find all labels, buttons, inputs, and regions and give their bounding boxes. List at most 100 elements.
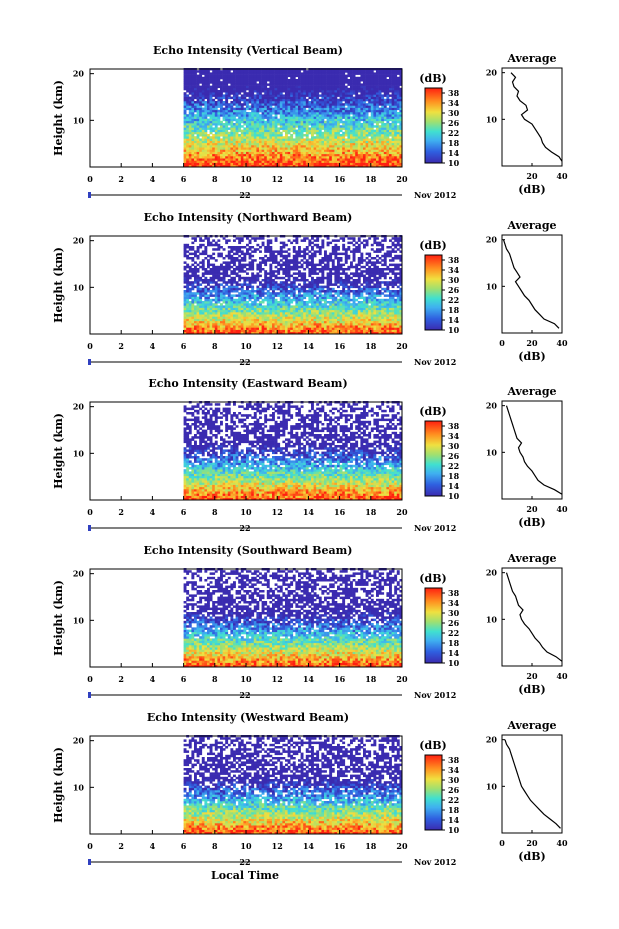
heatmap-cell xyxy=(277,131,281,135)
heatmap-cell xyxy=(269,268,273,271)
heatmap-cell xyxy=(308,156,312,159)
heatmap-cell xyxy=(201,265,205,269)
heatmap-cell xyxy=(365,162,369,166)
heatmap-cell xyxy=(251,237,255,240)
x-tick-label: 10 xyxy=(240,174,252,184)
heatmap-cell xyxy=(204,323,208,326)
heatmap-cell xyxy=(381,76,385,80)
heatmap-cell xyxy=(259,149,262,152)
heatmap-cell xyxy=(279,294,283,297)
heatmap-cell xyxy=(287,83,291,86)
heatmap-cell xyxy=(186,327,190,330)
heatmap-cell xyxy=(227,298,231,302)
heatmap-cell xyxy=(204,127,208,130)
heatmap-cell xyxy=(251,276,255,280)
heatmap-cell xyxy=(186,246,190,249)
heatmap-cell xyxy=(269,103,273,106)
heatmap-cell xyxy=(313,156,317,159)
heatmap-cell xyxy=(279,331,283,335)
heatmap-cell xyxy=(360,103,364,106)
heatmap-cell xyxy=(357,129,361,133)
heatmap-cell xyxy=(363,92,366,95)
heatmap-cell xyxy=(326,127,330,130)
heatmap-cell xyxy=(238,312,242,315)
heatmap-cell xyxy=(277,327,281,330)
heatmap-cell xyxy=(238,309,242,313)
heatmap-cell xyxy=(248,265,252,269)
heatmap-cell xyxy=(391,70,395,73)
heatmap-cell xyxy=(295,162,299,166)
heatmap-cell xyxy=(217,331,221,335)
heatmap-cell xyxy=(227,85,231,89)
heatmap-cell xyxy=(207,103,210,106)
heatmap-cell xyxy=(399,162,403,166)
heatmap-cell xyxy=(331,90,335,93)
heatmap-cell xyxy=(217,79,221,82)
heatmap-cell xyxy=(186,142,190,146)
heatmap-cell xyxy=(261,107,265,111)
heatmap-cell xyxy=(238,237,242,240)
heatmap-cell xyxy=(259,237,262,240)
heatmap-cell xyxy=(217,156,221,159)
heatmap-cell xyxy=(274,118,278,122)
heatmap-cell xyxy=(326,123,330,126)
heatmap-cell xyxy=(370,116,374,119)
heatmap-cell xyxy=(355,79,359,82)
heatmap-cell xyxy=(279,72,283,75)
heatmap-cell xyxy=(334,70,338,73)
heatmap-cell xyxy=(292,129,296,133)
heatmap-cell xyxy=(204,120,208,124)
heatmap-cell xyxy=(214,331,218,335)
heatmap-cell xyxy=(342,136,346,139)
heatmap-cell xyxy=(394,156,398,159)
heatmap-cell xyxy=(266,259,270,262)
heatmap-cell xyxy=(394,158,398,161)
heatmap-cell xyxy=(246,248,249,251)
heatmap-cell xyxy=(334,118,338,122)
heatmap-cell xyxy=(194,151,197,155)
heatmap-cell xyxy=(186,323,190,326)
heatmap-cell xyxy=(272,156,275,159)
heatmap-cell xyxy=(347,90,351,93)
heatmap-cell xyxy=(298,112,301,115)
heatmap-cell xyxy=(279,156,283,159)
heatmap-cell xyxy=(186,283,190,286)
heatmap-cell xyxy=(220,252,223,256)
heatmap-cell xyxy=(339,81,343,84)
heatmap-cell xyxy=(279,76,283,80)
heatmap-cell xyxy=(318,156,322,159)
heatmap-cell xyxy=(360,138,364,141)
heatmap-cell xyxy=(259,312,262,315)
heatmap-cell xyxy=(303,129,307,133)
heatmap-cell xyxy=(292,123,296,126)
heatmap-cell xyxy=(292,105,296,108)
heatmap-cell xyxy=(225,287,229,291)
heatmap-cell xyxy=(370,105,374,108)
heatmap-cell xyxy=(230,131,234,135)
heatmap-cell xyxy=(246,87,249,91)
heatmap-cell xyxy=(318,103,322,106)
heatmap-cell xyxy=(391,114,395,117)
heatmap-cell xyxy=(389,125,392,128)
heatmap-cell xyxy=(365,87,369,91)
heatmap-cell xyxy=(212,252,216,256)
heatmap-cell xyxy=(246,94,249,97)
heatmap-cell xyxy=(253,160,257,163)
heatmap-cell xyxy=(217,70,221,73)
heatmap-cell xyxy=(201,303,205,306)
heatmap-cell xyxy=(337,125,340,128)
heatmap-cell xyxy=(253,74,257,78)
heatmap-cell xyxy=(240,98,244,102)
heatmap-cell xyxy=(217,314,221,317)
heatmap-cell xyxy=(337,94,340,97)
heatmap-cell xyxy=(264,259,268,262)
heatmap-cell xyxy=(235,127,239,130)
heatmap-cell xyxy=(225,241,229,245)
heatmap-cell xyxy=(201,287,205,291)
heatmap-cell xyxy=(264,90,268,93)
heatmap-cell xyxy=(352,120,356,124)
heatmap-cell xyxy=(334,94,338,97)
heatmap-cell xyxy=(253,314,257,317)
heatmap-cell xyxy=(225,160,229,163)
heatmap-cell xyxy=(277,134,281,137)
